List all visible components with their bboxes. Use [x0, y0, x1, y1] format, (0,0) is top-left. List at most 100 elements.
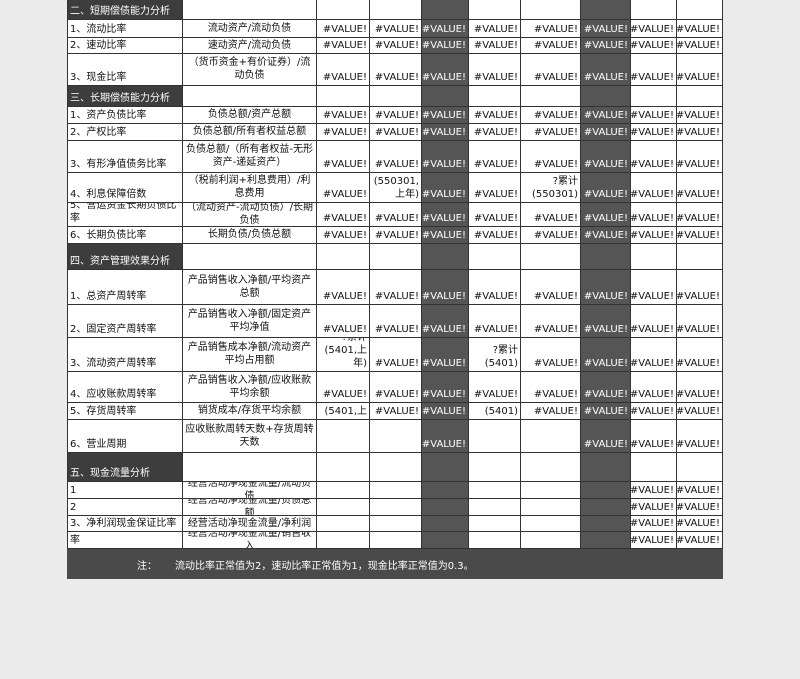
- value-cell: #VALUE!: [370, 403, 422, 420]
- value-cell: #VALUE!: [581, 338, 631, 372]
- cell-text: #VALUE!: [677, 159, 720, 170]
- cell-text: 1、经营活动净现金比率1: [70, 482, 176, 496]
- row-label: 1、总资产周转率: [67, 270, 183, 305]
- value-cell: [317, 516, 370, 532]
- value-cell: [422, 499, 469, 516]
- cell-text: #VALUE!: [677, 72, 720, 83]
- note-label: 注：: [137, 560, 157, 572]
- value-cell: [422, 516, 469, 532]
- cell-text: #VALUE!: [473, 389, 518, 400]
- cell-text: #VALUE!: [422, 358, 466, 369]
- cell-text: 应收账款周转天数+存货周转天数: [185, 423, 314, 448]
- formula-cell: 负债总额/所有者权益总额: [183, 124, 317, 141]
- row-label: 1、流动比率: [67, 20, 183, 38]
- cell-text: #VALUE!: [473, 230, 518, 241]
- cell-text: #VALUE!: [422, 40, 466, 51]
- value-cell: #VALUE!: [422, 203, 469, 227]
- cell-text: #VALUE!: [631, 389, 674, 400]
- row-label: 2、速动比率: [67, 38, 183, 54]
- cell-text: 二、短期偿债能力分析: [70, 6, 170, 17]
- cell-text: #VALUE!: [677, 291, 720, 302]
- value-cell: #VALUE!: [677, 482, 723, 499]
- cell-text: #VALUE!: [677, 389, 720, 400]
- cell-text: #VALUE!: [631, 127, 674, 138]
- value-cell: #VALUE!: [521, 124, 581, 141]
- cell-text: 产品销售收入净额/固定资产平均净值: [187, 308, 312, 333]
- value-cell: (5401,上: [317, 403, 370, 420]
- formula-cell: （货币资金+有价证券）/流动负债: [183, 54, 317, 86]
- cell-text: #VALUE!: [631, 72, 674, 83]
- cell-text: #VALUE!: [374, 213, 419, 224]
- formula-cell: 产品销售收入净额/应收账款平均余额: [183, 372, 317, 403]
- row-label: 6、营业周期: [67, 420, 183, 453]
- cell-text: #VALUE!: [677, 358, 720, 369]
- cell-text: #VALUE!: [473, 72, 518, 83]
- cell-text: #VALUE!: [322, 110, 367, 121]
- cell-text: #VALUE!: [677, 110, 720, 121]
- value-cell: #VALUE!: [677, 532, 723, 549]
- value-cell: #VALUE!: [370, 203, 422, 227]
- cell-text: #VALUE!: [322, 389, 367, 400]
- value-cell: [521, 420, 581, 453]
- value-cell: #VALUE!: [677, 203, 723, 227]
- cell-text: 3、净利润现金保证比率: [70, 518, 177, 529]
- cell-text: #VALUE!: [422, 159, 466, 170]
- cell-text: 负债总额/（所有者权益-无形资产-递延资产）: [186, 144, 313, 168]
- value-cell: [521, 499, 581, 516]
- value-cell: #VALUE!: [317, 20, 370, 38]
- cell-text: #VALUE!: [583, 439, 628, 450]
- cell-text: #VALUE!: [677, 406, 720, 417]
- formula-cell: 经营活动净现金流量/净利润: [183, 516, 317, 532]
- value-cell: [469, 244, 521, 270]
- value-cell: [317, 482, 370, 499]
- value-cell: #VALUE!: [317, 173, 370, 203]
- cell-text: 1、流动比率: [70, 24, 127, 35]
- value-cell: [370, 482, 422, 499]
- cell-text: (5401,上: [324, 406, 367, 417]
- cell-text: 3、流动资产周转率: [70, 358, 157, 369]
- cell-text: #VALUE!: [533, 358, 578, 369]
- value-cell: #VALUE!: [581, 203, 631, 227]
- value-cell: ?累计(550301): [521, 173, 581, 203]
- value-cell: [370, 453, 422, 482]
- value-cell: [521, 453, 581, 482]
- value-cell: #VALUE!: [469, 203, 521, 227]
- cell-text: #VALUE!: [631, 189, 674, 200]
- value-cell: [422, 0, 469, 20]
- value-cell: [370, 532, 422, 549]
- cell-text: #VALUE!: [533, 110, 578, 121]
- value-cell: #VALUE!: [422, 338, 469, 372]
- cell-text: #VALUE!: [422, 24, 466, 35]
- formula-cell: 长期负债/负债总额: [183, 227, 317, 244]
- value-cell: #VALUE!: [631, 141, 677, 173]
- value-cell: #VALUE!: [370, 54, 422, 86]
- value-cell: [469, 482, 521, 499]
- cell-text: #VALUE!: [533, 389, 578, 400]
- cell-text: #VALUE!: [631, 439, 674, 450]
- value-cell: #VALUE!: [631, 532, 677, 549]
- value-cell: #VALUE!: [469, 20, 521, 38]
- cell-text: ?累计(5401): [484, 345, 518, 369]
- formula-cell: 产品销售成本净额/流动资产平均占用额: [183, 338, 317, 372]
- value-cell: #VALUE!: [422, 270, 469, 305]
- cell-text: (5401): [484, 406, 518, 417]
- value-cell: [422, 86, 469, 107]
- cell-text: #VALUE!: [374, 291, 419, 302]
- cell-text: 五、现金流量分析: [70, 468, 150, 479]
- cell-text: #VALUE!: [322, 40, 367, 51]
- cell-text: #VALUE!: [631, 518, 674, 529]
- value-cell: #VALUE!: [677, 54, 723, 86]
- cell-text: 产品销售成本净额/流动资产平均占用额: [187, 342, 312, 366]
- value-cell: #VALUE!: [469, 38, 521, 54]
- cell-text: #VALUE!: [422, 213, 466, 224]
- cell-text: 负债总额/所有者权益总额: [192, 126, 307, 137]
- cell-text: 2、速动比率: [70, 40, 127, 51]
- value-cell: #VALUE!: [677, 107, 723, 124]
- cell-text: 经营活动净现金流量/负债总额: [187, 499, 312, 516]
- value-cell: #VALUE!: [317, 141, 370, 173]
- cell-text: #VALUE!: [533, 24, 578, 35]
- cell-text: #VALUE!: [583, 291, 628, 302]
- cell-text: #VALUE!: [322, 213, 367, 224]
- value-cell: #VALUE!: [677, 403, 723, 420]
- value-cell: #VALUE!: [469, 107, 521, 124]
